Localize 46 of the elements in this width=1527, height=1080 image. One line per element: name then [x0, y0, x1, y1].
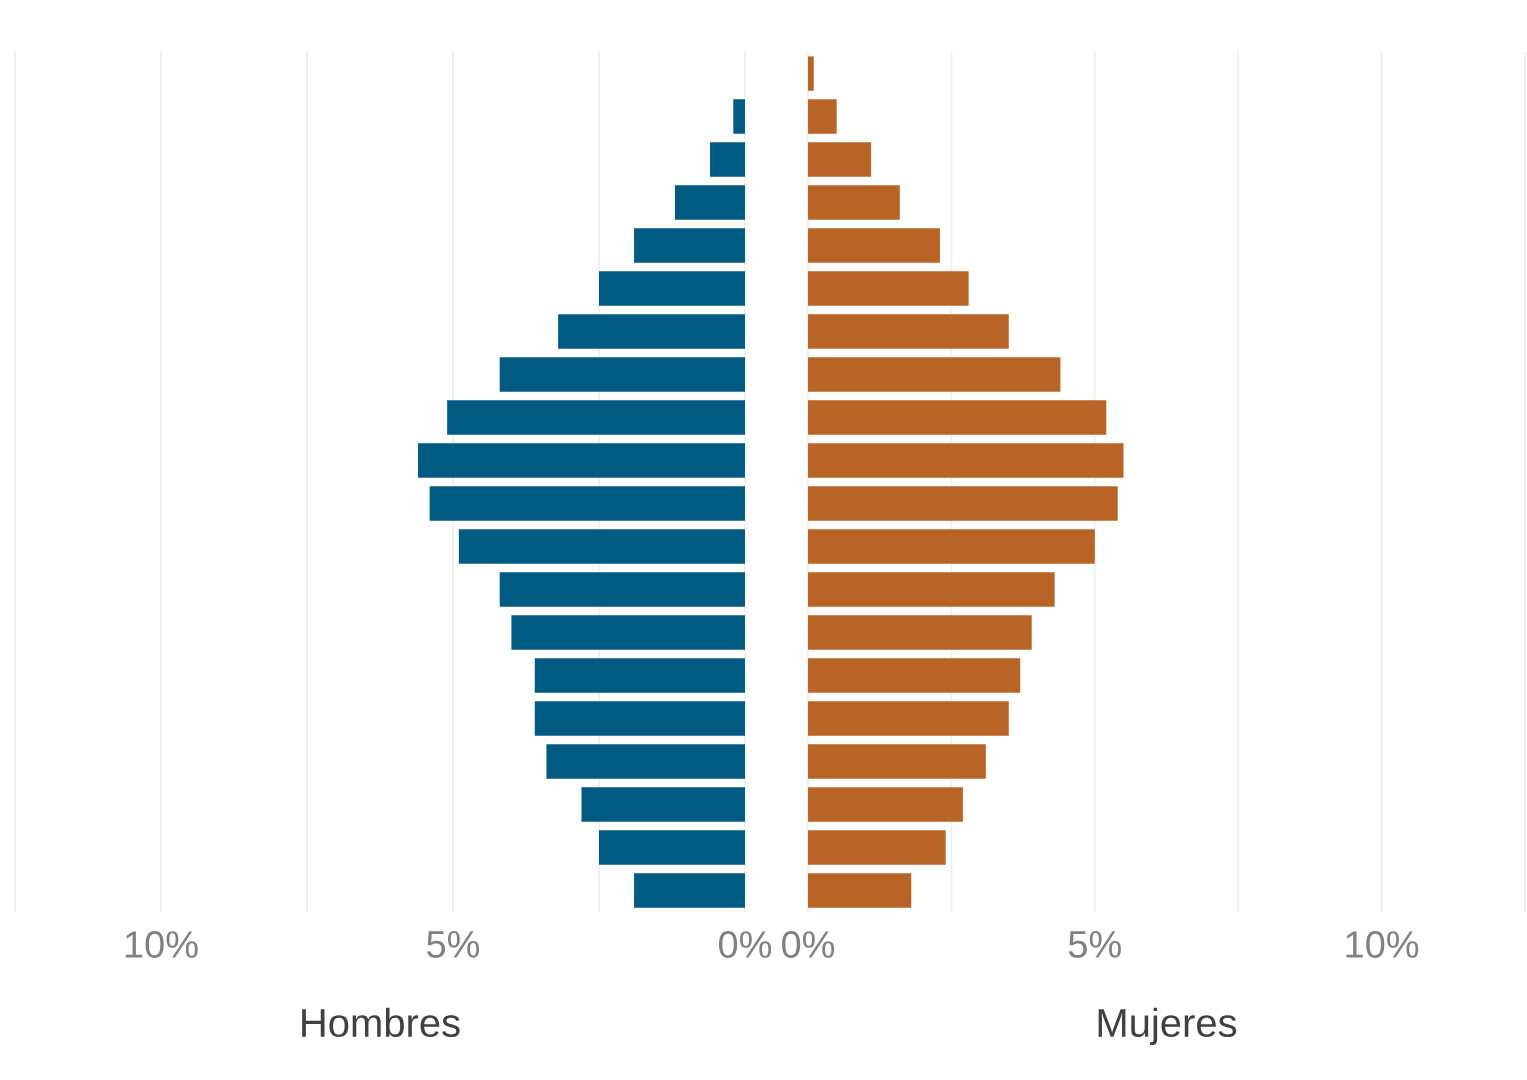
- bar: [447, 400, 745, 435]
- x-tick-label: 5%: [1068, 931, 1121, 958]
- bar: [808, 486, 1118, 521]
- bar: [511, 615, 745, 650]
- bar: [429, 486, 745, 521]
- x-tick-label: 0%: [719, 931, 772, 958]
- bar: [674, 185, 745, 220]
- bar: [458, 529, 745, 564]
- bar: [558, 314, 745, 349]
- bar: [808, 744, 986, 779]
- bar: [808, 185, 900, 220]
- x-tick-label: 0%: [782, 931, 835, 958]
- x-tick-label: 10%: [125, 931, 198, 958]
- bar: [709, 142, 745, 177]
- bar: [808, 357, 1061, 392]
- x-tick-label: 10%: [1346, 931, 1419, 958]
- bar: [808, 572, 1055, 607]
- bar: [598, 271, 745, 306]
- bar: [808, 529, 1095, 564]
- bar: [499, 357, 745, 392]
- x-axis-title: Hombres: [302, 1007, 460, 1038]
- bar: [581, 787, 745, 822]
- bar: [808, 142, 872, 177]
- bar: [546, 744, 745, 779]
- bar: [808, 787, 963, 822]
- bar: [808, 615, 1032, 650]
- bar: [808, 400, 1107, 435]
- bar: [534, 658, 745, 693]
- bar: [598, 830, 745, 865]
- bar: [634, 228, 745, 263]
- bar: [808, 228, 940, 263]
- x-tick-label: 5%: [427, 931, 480, 958]
- bar: [808, 830, 946, 865]
- bar: [499, 572, 745, 607]
- bar: [534, 701, 745, 736]
- bar: [808, 314, 1009, 349]
- bar: [808, 271, 969, 306]
- bar: [808, 99, 837, 134]
- bar: [808, 443, 1124, 478]
- bar: [634, 873, 745, 908]
- x-axis-title: Mujeres: [1098, 1007, 1237, 1045]
- bar: [808, 658, 1021, 693]
- bar: [808, 701, 1009, 736]
- bar: [808, 873, 912, 908]
- bar: [417, 443, 745, 478]
- bar: [733, 99, 745, 134]
